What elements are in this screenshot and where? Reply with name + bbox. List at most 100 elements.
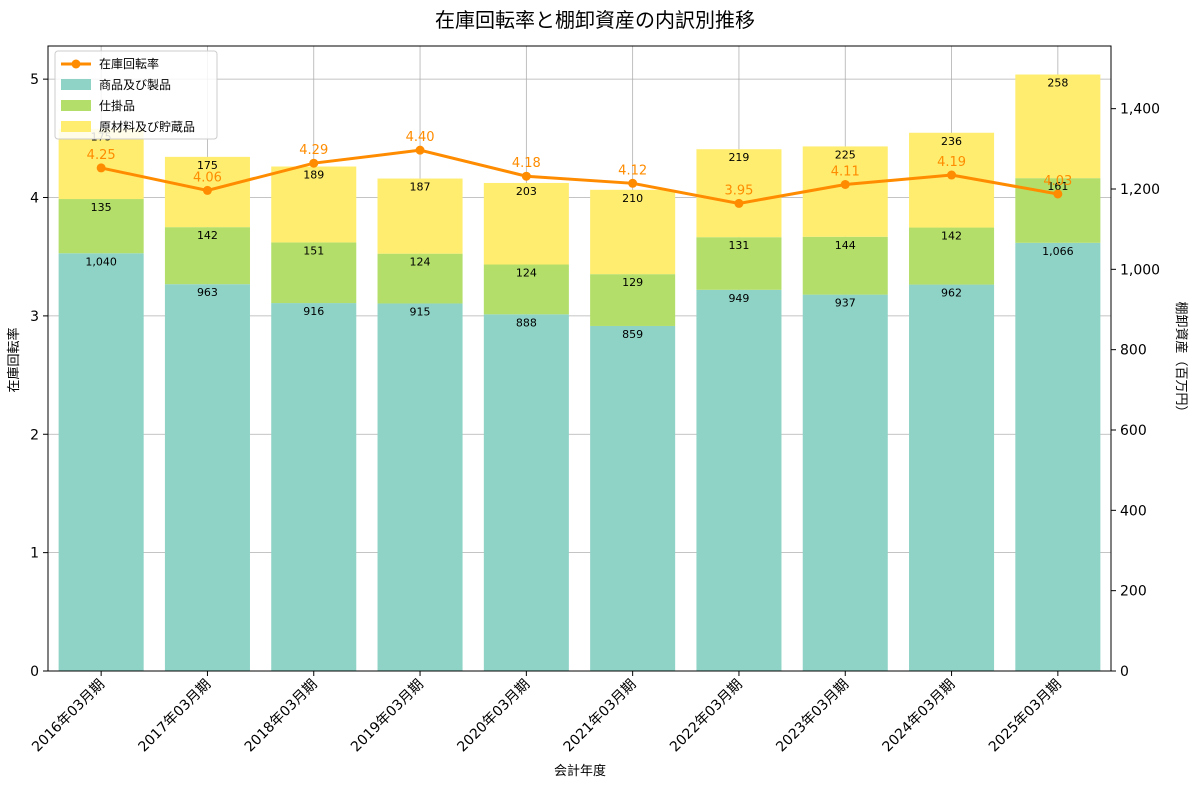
bar-label: 962 (941, 287, 962, 300)
turnover-point (309, 158, 319, 168)
bar-1-5 (590, 274, 676, 326)
turnover-label: 4.29 (299, 143, 328, 158)
bar-label: 131 (728, 239, 749, 252)
bar-0-2 (271, 303, 357, 671)
bar-0-6 (696, 289, 782, 671)
turnover-point (628, 178, 638, 188)
bar-label: 189 (303, 169, 324, 182)
y-tick-label-left: 4 (30, 191, 39, 207)
bar-label: 859 (622, 328, 643, 341)
turnover-point (734, 198, 744, 208)
y-tick-label-right: 600 (1120, 423, 1147, 439)
bar-label: 937 (835, 297, 856, 310)
bar-label: 219 (728, 151, 749, 164)
bar-1-2 (271, 242, 357, 304)
bars (58, 74, 1101, 671)
bar-1-4 (483, 264, 569, 315)
bar-2-9 (1015, 74, 1101, 179)
bar-2-2 (271, 166, 357, 243)
y-tick-label-left: 2 (30, 427, 39, 443)
bar-2-6 (696, 149, 782, 238)
bar-label: 135 (91, 201, 112, 214)
bar-0-9 (1015, 242, 1101, 671)
y-tick-label-left: 0 (30, 664, 39, 680)
bar-label: 144 (835, 239, 856, 252)
x-tick-label: 2025年03月期 (986, 677, 1065, 756)
legend-swatch (61, 121, 91, 132)
turnover-point (521, 171, 531, 181)
bar-label: 142 (197, 229, 218, 242)
bar-2-5 (590, 189, 676, 275)
bar-label: 124 (516, 267, 537, 280)
turnover-polyline (100, 148, 1059, 205)
legend-swatch (61, 100, 91, 111)
legend-item-label: 在庫回転率 (99, 56, 159, 71)
bar-label: 258 (1047, 77, 1068, 90)
bar-1-6 (696, 237, 782, 290)
bar-label: 236 (941, 135, 962, 148)
bar-label: 151 (303, 244, 324, 257)
legend-item-label: 商品及び製品 (99, 77, 171, 92)
turnover-label: 4.18 (512, 156, 541, 171)
bar-label: 888 (516, 316, 537, 329)
bar-0-4 (483, 314, 569, 671)
turnover-label: 4.40 (406, 130, 435, 145)
y-tick-label-right: 1,000 (1120, 262, 1160, 278)
legend-box (54, 50, 218, 140)
x-axis-label: 会計年度 (554, 763, 606, 779)
legend-swatch (61, 79, 91, 90)
y-tick-label-left: 3 (30, 309, 39, 325)
turnover-point (1053, 189, 1063, 199)
bar-labels: 1,04013517596314217591615118991512418788… (85, 77, 1073, 341)
bar-1-0 (58, 199, 144, 254)
legend-item-label: 仕掛品 (99, 98, 135, 113)
x-tick-label: 2024年03月期 (880, 677, 959, 756)
turnover-label: 4.19 (937, 155, 966, 170)
turnover-label: 4.12 (618, 163, 647, 178)
turnover-point (415, 145, 425, 155)
y-axis-label-left: 在庫回転率 (6, 327, 22, 392)
turnover-point (96, 163, 106, 173)
x-tick-label: 2022年03月期 (667, 677, 746, 756)
x-tick-label: 2020年03月期 (454, 677, 533, 756)
bar-2-4 (483, 182, 569, 265)
x-tick-label: 2018年03月期 (242, 677, 321, 756)
y-axis-label-right: 棚卸資産（百万円） (1173, 301, 1189, 418)
bar-label: 203 (516, 185, 537, 198)
bar-label: 210 (622, 192, 643, 205)
bar-0-0 (58, 253, 144, 671)
bar-label: 129 (622, 276, 643, 289)
x-tick-label: 2016年03月期 (29, 677, 108, 756)
bar-2-3 (377, 178, 463, 254)
y-tick-label-right: 400 (1120, 503, 1147, 519)
bar-label: 1,066 (1042, 245, 1074, 258)
bar-label: 142 (941, 230, 962, 243)
x-tick-label: 2023年03月期 (773, 677, 852, 756)
turnover-label: 4.25 (87, 148, 116, 163)
turnover-label: 3.95 (724, 183, 753, 198)
bar-0-7 (802, 294, 888, 671)
turnover-label: 4.11 (831, 164, 860, 179)
chart-title: 在庫回転率と棚卸資産の内訳別推移 (435, 8, 755, 32)
y-tick-label-right: 0 (1120, 664, 1129, 680)
bar-label: 915 (410, 305, 431, 318)
turnover-point (202, 185, 212, 195)
bar-0-1 (164, 284, 250, 671)
bar-label: 963 (197, 286, 218, 299)
bar-label: 161 (1047, 180, 1068, 193)
legend-item-label: 原材料及び貯蔵品 (99, 120, 195, 134)
bar-label: 1,040 (85, 255, 117, 268)
y-tick-label-left: 5 (30, 72, 39, 88)
turnover-label: 4.06 (193, 170, 222, 185)
bar-label: 175 (197, 159, 218, 172)
bar-1-8 (909, 227, 995, 285)
y-tick-label-left: 1 (30, 546, 39, 562)
bar-label: 916 (303, 305, 324, 318)
y-tick-label-right: 200 (1120, 584, 1147, 600)
bar-2-7 (802, 146, 888, 237)
bar-1-3 (377, 253, 463, 304)
turnover-point (840, 179, 850, 189)
bar-label: 225 (835, 148, 856, 161)
turnover-line: 4.25 4.06 4.29 4.40 4.18 4.12 3.95 4.11 4.19 4.03 (87, 130, 1072, 208)
